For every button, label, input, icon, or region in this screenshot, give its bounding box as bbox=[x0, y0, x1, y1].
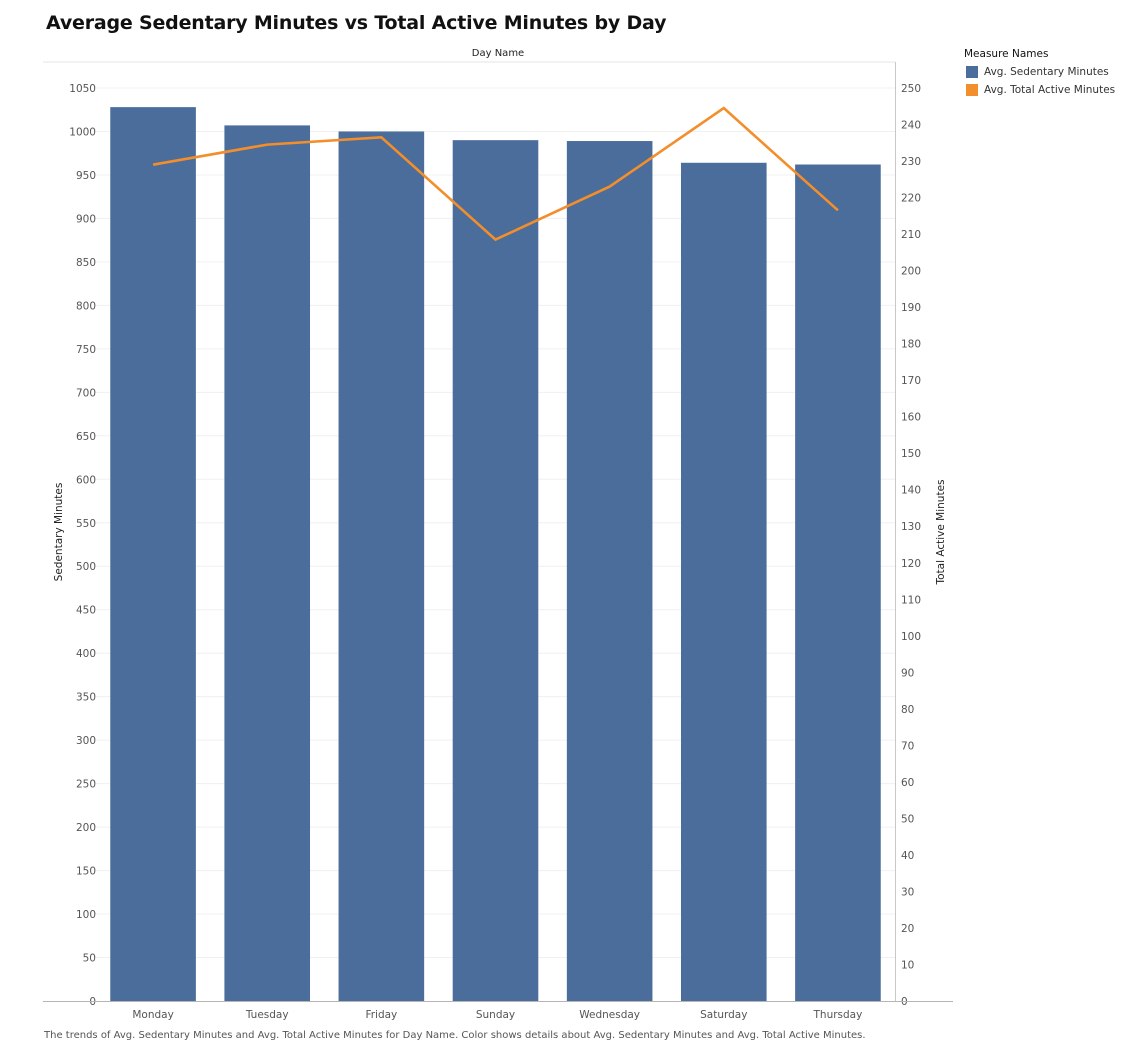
y-left-tick-label: 50 bbox=[83, 953, 96, 965]
legend-title: Measure Names bbox=[964, 48, 1049, 60]
y-right-tick-label: 90 bbox=[901, 667, 914, 679]
legend-item-active[interactable]: Avg. Total Active Minutes bbox=[964, 81, 1115, 99]
y-right-tick-label: 70 bbox=[901, 740, 914, 752]
bar-friday bbox=[338, 131, 425, 1001]
y-right-tick-label: 210 bbox=[901, 229, 921, 241]
y-right-tick-label: 190 bbox=[901, 302, 921, 314]
y-right-tick-label: 110 bbox=[901, 594, 921, 606]
x-tick-label: Monday bbox=[132, 1009, 173, 1021]
x-tick-label: Thursday bbox=[813, 1009, 863, 1021]
y-right-tick-label: 50 bbox=[901, 813, 914, 825]
y-right-tick-label: 140 bbox=[901, 485, 921, 497]
y-right-tick-label: 40 bbox=[901, 850, 914, 862]
y-left-axis-title: Sedentary Minutes bbox=[53, 483, 65, 582]
y-left-tick-label: 700 bbox=[76, 387, 96, 399]
chart-title: Average Sedentary Minutes vs Total Activ… bbox=[46, 12, 667, 34]
y-right-tick-label: 100 bbox=[901, 631, 921, 643]
y-left-tick-label: 150 bbox=[76, 866, 96, 878]
legend-label-active: Avg. Total Active Minutes bbox=[984, 84, 1116, 96]
y-left-tick-label: 750 bbox=[76, 344, 96, 356]
bar-wednesday bbox=[566, 141, 653, 1001]
y-right-tick-label: 220 bbox=[901, 193, 921, 205]
y-left-tick-label: 100 bbox=[76, 909, 96, 921]
x-tick-label: Saturday bbox=[700, 1009, 747, 1021]
y-left-tick-label: 300 bbox=[76, 735, 96, 747]
y-left-tick-label: 950 bbox=[76, 170, 96, 182]
x-tick-label: Tuesday bbox=[245, 1009, 289, 1021]
y-left-tick-label: 600 bbox=[76, 474, 96, 486]
y-right-tick-label: 60 bbox=[901, 777, 914, 789]
bar-sunday bbox=[452, 140, 539, 1001]
y-right-tick-label: 10 bbox=[901, 959, 914, 971]
y-left-tick-label: 400 bbox=[76, 648, 96, 660]
y-left-tick-label: 900 bbox=[76, 213, 96, 225]
y-left-tick-label: 1050 bbox=[69, 83, 96, 95]
y-right-tick-label: 170 bbox=[901, 375, 921, 387]
bar-tuesday bbox=[224, 125, 311, 1001]
y-right-tick-label: 130 bbox=[901, 521, 921, 533]
y-left-tick-label: 550 bbox=[76, 518, 96, 530]
y-right-tick-label: 200 bbox=[901, 266, 921, 278]
bar-saturday bbox=[680, 162, 767, 1001]
x-tick-label: Wednesday bbox=[579, 1009, 640, 1021]
legend-label-sedentary: Avg. Sedentary Minutes bbox=[984, 66, 1109, 78]
y-left-tick-label: 500 bbox=[76, 561, 96, 573]
y-right-tick-label: 120 bbox=[901, 558, 921, 570]
y-left-tick-label: 1000 bbox=[69, 126, 96, 138]
chart-caption: The trends of Avg. Sedentary Minutes and… bbox=[44, 1030, 866, 1041]
y-right-tick-label: 250 bbox=[901, 83, 921, 95]
legend-swatch-active bbox=[966, 84, 978, 96]
y-right-tick-label: 20 bbox=[901, 923, 914, 935]
y-right-axis-title: Total Active Minutes bbox=[935, 479, 947, 585]
column-header: Day Name bbox=[471, 48, 525, 59]
y-right-tick-label: 150 bbox=[901, 448, 921, 460]
y-left-tick-label: 800 bbox=[76, 300, 96, 312]
y-right-tick-label: 30 bbox=[901, 886, 914, 898]
legend-swatch-sedentary bbox=[966, 66, 978, 78]
y-left-tick-label: 200 bbox=[76, 822, 96, 834]
y-left-tick-label: 850 bbox=[76, 257, 96, 269]
y-right-tick-label: 230 bbox=[901, 156, 921, 168]
y-left-tick-label: 650 bbox=[76, 431, 96, 443]
y-right-tick-label: 180 bbox=[901, 339, 921, 351]
y-right-tick-label: 160 bbox=[901, 412, 921, 424]
x-tick-label: Sunday bbox=[476, 1009, 515, 1021]
bar-thursday bbox=[795, 164, 881, 1002]
y-left-tick-label: 450 bbox=[76, 605, 96, 617]
y-right-tick-label: 80 bbox=[901, 704, 914, 716]
legend-item-sedentary[interactable]: Avg. Sedentary Minutes bbox=[964, 63, 1115, 81]
y-right-tick-label: 240 bbox=[901, 120, 921, 132]
y-left-tick-label: 350 bbox=[76, 692, 96, 704]
x-tick-label: Friday bbox=[365, 1009, 397, 1021]
legend: Measure Names Avg. Sedentary Minutes Avg… bbox=[964, 48, 1115, 99]
line-series-active-minutes bbox=[152, 106, 839, 242]
bar-monday bbox=[110, 107, 196, 1002]
y-left-tick-label: 250 bbox=[76, 779, 96, 791]
